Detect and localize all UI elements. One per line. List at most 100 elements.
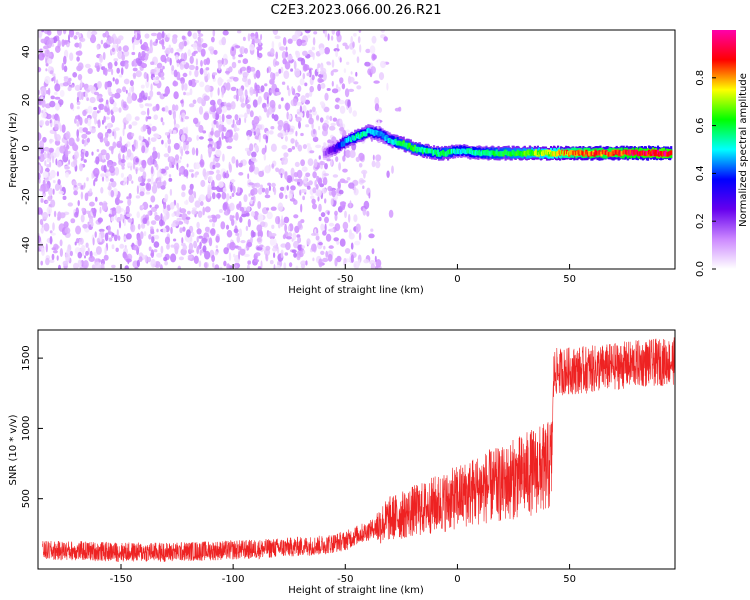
- spectrogram-cell: [216, 169, 220, 174]
- spectrogram-cell: [106, 160, 113, 168]
- spectrogram-cell: [88, 255, 95, 262]
- spectrogram-cell: [142, 41, 149, 51]
- spectrogram-cell: [109, 96, 114, 104]
- spectrogram-cell: [420, 146, 423, 152]
- spectrogram-cell: [176, 162, 179, 170]
- spectrogram-cell: [324, 30, 328, 38]
- spectrogram-cell: [188, 169, 194, 173]
- spectrogram-cell: [40, 38, 47, 44]
- snr-x-axis-label: Height of straight line (km): [288, 585, 424, 596]
- spectrogram-cell: [105, 99, 109, 105]
- spectrogram-cell: [264, 83, 268, 87]
- spectrogram-cell: [54, 83, 61, 92]
- spectrogram-cell: [251, 187, 258, 195]
- spectrogram-cell: [64, 139, 67, 148]
- spectrogram-cell: [311, 243, 317, 252]
- spectrogram-cell: [238, 228, 242, 237]
- spectrogram-cell: [297, 144, 303, 152]
- spectrogram-cell: [305, 124, 310, 128]
- spectrogram-cell: [80, 157, 83, 162]
- spectrogram-cell: [129, 80, 134, 87]
- spectrogram-cell: [146, 220, 150, 226]
- spectrogram-cell: [260, 85, 265, 93]
- spectrogram-cell: [242, 71, 249, 77]
- spectrogram-cell: [344, 248, 351, 254]
- spectrogram-cell: [593, 152, 596, 157]
- spectrogram-cell: [45, 200, 49, 204]
- spectrogram-cell: [534, 149, 537, 154]
- spectrogram-cell: [258, 38, 262, 46]
- spectrogram-cell: [268, 185, 271, 192]
- spectrogram-cell: [94, 231, 97, 238]
- spectrogram-cell: [235, 159, 239, 168]
- spectrogram-cell: [139, 103, 142, 107]
- spectrogram-cell: [81, 244, 86, 253]
- spectrogram-cell: [173, 69, 178, 78]
- spectrogram-cell: [45, 68, 48, 72]
- spectrogram-cell: [312, 37, 316, 46]
- spectrogram-cell: [388, 209, 394, 218]
- spectrogram-cell: [225, 102, 232, 111]
- x-tick-label: 0: [454, 574, 460, 585]
- spectrogram-cell: [99, 206, 102, 214]
- spectrogram-cell: [154, 160, 158, 168]
- spectrogram-cell: [119, 243, 125, 249]
- spectrogram-cell: [318, 258, 323, 268]
- spectrogram-cell: [167, 145, 171, 154]
- spectrogram-cell: [82, 250, 85, 257]
- spectrogram-cell: [54, 91, 58, 96]
- spectrogram-cell: [107, 128, 112, 134]
- spectrogram-cell: [135, 57, 140, 64]
- spectrogram-cell: [116, 88, 122, 94]
- spectrogram-cell: [275, 51, 279, 60]
- spectrogram-cell: [84, 192, 89, 202]
- spectrogram-cell: [263, 106, 268, 113]
- spectrogram-cell: [349, 200, 352, 208]
- spectrogram-cell: [320, 82, 326, 89]
- spectrogram-cell: [348, 88, 355, 92]
- spectrogram-cell: [362, 185, 365, 189]
- spectrogram-cell: [52, 155, 55, 164]
- spectrogram-cell: [334, 223, 341, 232]
- spectrogram-cell: [73, 262, 79, 269]
- spectrogram-cell: [296, 38, 303, 47]
- spectrogram-cell: [191, 209, 197, 215]
- spectrogram-cell: [283, 70, 290, 79]
- spectrogram-cell: [284, 135, 288, 142]
- spectrogram-cell: [105, 152, 110, 161]
- spectrogram-cell: [89, 96, 96, 104]
- spectrogram-cell: [63, 39, 68, 45]
- spectrogram-cell: [300, 188, 307, 193]
- spectrogram-cell: [328, 222, 335, 227]
- spectrogram-cell: [163, 256, 168, 262]
- spectrogram-cell: [252, 231, 256, 238]
- spectrogram-cell: [238, 201, 242, 208]
- spectrogram-cell: [131, 180, 134, 184]
- spectrogram-cell: [279, 46, 286, 51]
- spectrogram-cell: [326, 88, 331, 91]
- spectrogram-cell: [131, 85, 135, 93]
- spectrogram-cell: [312, 187, 317, 194]
- spectrogram-cell: [54, 183, 60, 191]
- spectrogram-cell: [68, 77, 72, 82]
- spectrogram-cell: [356, 85, 362, 90]
- spectrogram-cell: [583, 152, 586, 157]
- spectrogram-cell: [150, 230, 155, 235]
- spectrogram-cell: [38, 207, 43, 215]
- spectrogram-cell: [164, 33, 167, 38]
- spectrogram-cell: [270, 206, 277, 211]
- spectrogram-cell: [220, 221, 226, 230]
- spectrogram-cell: [202, 206, 205, 216]
- spectrogram-cell: [57, 179, 61, 186]
- spectrogram-cell: [656, 149, 660, 155]
- spectrogram-cell: [316, 175, 320, 182]
- spectrogram-cell: [182, 226, 186, 232]
- spectrogram-cell: [142, 201, 149, 210]
- spectrogram-cell: [81, 139, 85, 145]
- spectrogram-cell: [133, 41, 139, 45]
- spectrogram-cell: [191, 147, 196, 156]
- spectrogram-cell: [95, 62, 99, 66]
- spectrogram-cell: [118, 46, 122, 52]
- spectrogram-cell: [54, 134, 61, 142]
- spectrogram-cell: [255, 84, 260, 91]
